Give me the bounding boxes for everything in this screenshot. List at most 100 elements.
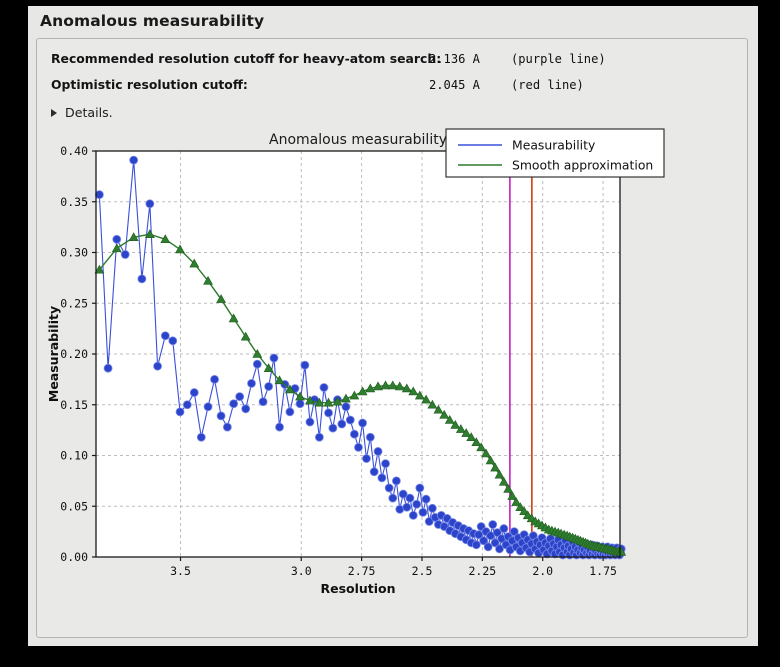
data-point: [314, 432, 324, 442]
data-point: [345, 415, 355, 425]
y-tick-label: 0.20: [60, 347, 88, 361]
data-point: [427, 503, 437, 513]
data-point: [424, 517, 434, 526]
data-point: [189, 388, 199, 397]
data-point: [369, 467, 379, 477]
data-point: [362, 454, 371, 463]
data-point: [394, 381, 405, 391]
y-axis-label: Measurability: [46, 306, 61, 402]
data-point: [358, 418, 367, 428]
legend-label: Smooth approximation: [512, 157, 653, 172]
data-point: [365, 383, 376, 393]
data-point: [341, 393, 351, 403]
plot-area: [96, 151, 620, 557]
chart-svg: 0.00 0.05 0.10 0.15 0.20 0.25 0.30 0.35 0.40 3.5 3…: [46, 128, 665, 596]
data-point: [216, 294, 226, 303]
data-point: [210, 374, 219, 384]
disclosure-triangle-icon[interactable]: [51, 109, 57, 117]
data-point: [349, 390, 360, 400]
info-value-optimistic-cutoff: 2.045 A: [429, 78, 480, 92]
data-point: [182, 400, 192, 410]
y-tick-label: 0.30: [60, 246, 88, 260]
data-point: [476, 442, 487, 452]
data-point: [145, 199, 155, 209]
data-point: [616, 546, 627, 556]
legend-label: Measurability: [512, 137, 595, 152]
x-tick-label: 2.0: [532, 564, 553, 578]
data-point: [229, 399, 239, 409]
x-tick-label: 2.75: [348, 564, 376, 578]
data-point: [341, 402, 351, 412]
data-point: [414, 390, 425, 400]
data-point: [247, 379, 256, 388]
data-point: [509, 527, 519, 537]
y-tick-label: 0.35: [60, 195, 88, 209]
data-point: [314, 397, 325, 407]
data-point: [499, 524, 509, 533]
data-point: [94, 264, 105, 274]
data-point: [284, 384, 295, 394]
data-point: [328, 423, 338, 433]
data-point: [337, 419, 347, 429]
data-point: [324, 408, 333, 418]
data-point: [373, 447, 383, 456]
data-point: [471, 437, 482, 447]
y-tick-label: 0.00: [60, 550, 88, 564]
info-note-optimistic-cutoff: (red line): [511, 78, 584, 92]
data-point: [189, 258, 200, 268]
data-point: [408, 510, 418, 520]
data-point: [519, 506, 530, 516]
data-point: [175, 407, 185, 417]
data-point: [485, 455, 496, 465]
info-label-recommended-cutoff: Recommended resolution cutoff for heavy-…: [51, 51, 442, 66]
data-point: [354, 442, 363, 452]
data-point: [128, 232, 139, 242]
data-point: [160, 331, 170, 341]
data-point: [203, 275, 213, 285]
data-point: [405, 493, 415, 503]
data-point: [160, 234, 171, 244]
data-point: [252, 348, 263, 358]
data-point: [490, 538, 500, 548]
info-label-optimistic-cutoff: Optimistic resolution cutoff:: [51, 77, 248, 92]
data-point: [235, 392, 245, 402]
data-point: [481, 448, 491, 458]
data-point: [380, 380, 391, 390]
y-tick-label: 0.25: [60, 296, 88, 310]
data-point: [275, 422, 284, 432]
data-point: [241, 404, 251, 414]
data-point: [498, 476, 509, 486]
info-note-recommended-cutoff: (purple line): [511, 52, 606, 66]
data-point: [384, 483, 394, 493]
data-point: [398, 489, 408, 499]
data-point: [401, 383, 412, 393]
data-point: [421, 494, 431, 504]
data-point: [112, 234, 122, 244]
data-point: [357, 386, 368, 396]
data-point: [305, 417, 315, 427]
data-point: [222, 422, 232, 432]
data-point: [285, 407, 295, 417]
x-tick-label: 1.75: [589, 564, 617, 578]
data-point: [373, 381, 383, 391]
data-point: [295, 391, 305, 401]
data-point: [427, 399, 438, 409]
data-point: [137, 274, 147, 284]
data-point: [492, 528, 502, 538]
data-point: [144, 229, 155, 238]
data-point: [466, 432, 477, 441]
y-tick-label: 0.15: [60, 398, 88, 412]
data-point: [365, 432, 375, 442]
data-point: [252, 359, 262, 369]
data-point: [515, 502, 526, 512]
chart-title: Anomalous measurability: [269, 132, 447, 148]
data-point: [323, 397, 334, 407]
data-point: [111, 243, 122, 253]
data-point: [264, 382, 274, 391]
data-point: [402, 502, 412, 512]
anomalous-measurability-panel: Anomalous measurability Recommended reso…: [28, 6, 758, 646]
panel-title: Anomalous measurability: [40, 12, 265, 30]
data-point: [483, 542, 493, 552]
y-tick-label: 0.10: [60, 449, 88, 463]
